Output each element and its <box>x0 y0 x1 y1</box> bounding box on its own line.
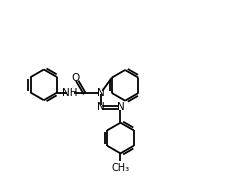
Text: O: O <box>71 73 79 83</box>
Text: N: N <box>116 102 124 112</box>
Text: N: N <box>96 88 104 97</box>
Text: CH₃: CH₃ <box>111 163 129 173</box>
Text: NH: NH <box>62 88 78 97</box>
Text: N: N <box>96 102 104 112</box>
